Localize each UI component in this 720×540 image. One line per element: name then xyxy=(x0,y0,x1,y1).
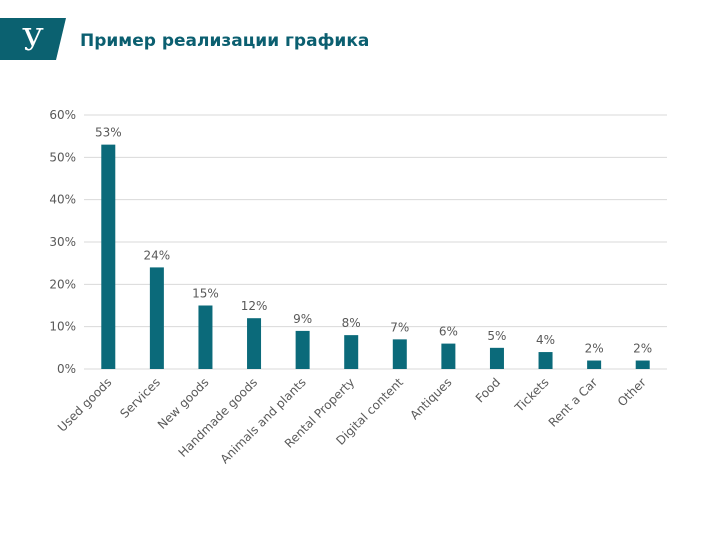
data-label: 6% xyxy=(439,325,458,339)
y-tick-label: 40% xyxy=(49,193,76,207)
y-tick-label: 60% xyxy=(49,108,76,122)
x-tick-label: Rent a Car xyxy=(546,375,601,430)
data-label: 5% xyxy=(487,329,506,343)
bar xyxy=(295,330,310,369)
y-tick-label: 50% xyxy=(49,150,76,164)
x-tick-label: Other xyxy=(615,375,649,409)
logo-letter: У xyxy=(22,23,44,58)
bar xyxy=(198,305,213,369)
bar xyxy=(149,267,164,369)
x-tick-label: Tickets xyxy=(512,375,552,415)
bar xyxy=(489,347,504,369)
bar xyxy=(101,144,116,369)
bar xyxy=(635,360,650,369)
data-label: 8% xyxy=(342,316,361,330)
bar xyxy=(392,339,407,369)
logo-icon: У xyxy=(0,18,66,60)
data-label: 12% xyxy=(241,299,268,313)
y-tick-label: 10% xyxy=(49,320,76,334)
data-label: 24% xyxy=(144,248,171,262)
logo: У xyxy=(0,18,66,60)
data-label: 2% xyxy=(585,342,604,356)
data-label: 4% xyxy=(536,333,555,347)
y-tick-label: 20% xyxy=(49,277,76,291)
bar xyxy=(587,360,602,369)
x-tick-label: Used goods xyxy=(55,375,114,434)
x-tick-label: Antiques xyxy=(407,375,454,422)
page-title: Пример реализации графика xyxy=(80,31,370,51)
x-tick-label: Services xyxy=(117,375,163,421)
data-label: 15% xyxy=(192,287,219,301)
y-tick-label: 0% xyxy=(57,362,76,376)
data-label: 9% xyxy=(293,312,312,326)
bar xyxy=(344,335,359,369)
y-tick-label: 30% xyxy=(49,235,76,249)
x-tick-label: Animals and plants xyxy=(218,375,309,466)
bar xyxy=(441,343,456,369)
data-label: 7% xyxy=(390,320,409,334)
data-label: 53% xyxy=(95,126,122,140)
x-tick-label: Food xyxy=(473,375,503,405)
bar xyxy=(538,352,553,369)
data-label: 2% xyxy=(633,342,652,356)
bar xyxy=(247,318,262,369)
